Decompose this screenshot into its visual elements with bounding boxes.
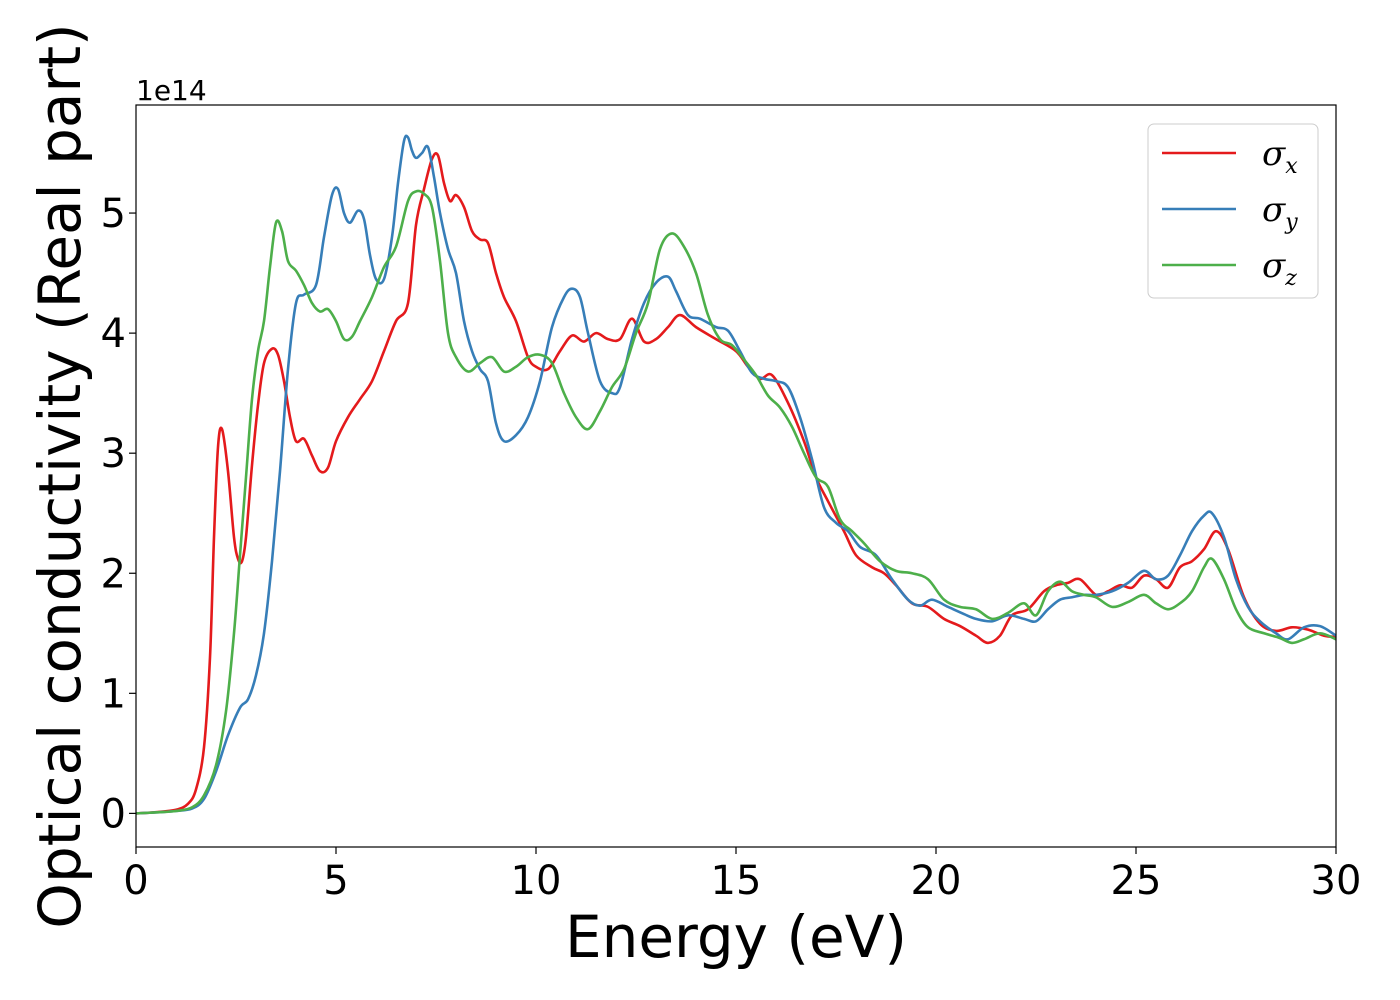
y-tick-label: 3 xyxy=(101,431,126,477)
series-line-sigma-z xyxy=(135,189,1337,815)
x-tick-label: 30 xyxy=(1311,858,1362,904)
legend-label-sigma-y: σy xyxy=(1262,190,1298,235)
y-tick-label: 2 xyxy=(101,551,126,597)
y-tick-label: 5 xyxy=(101,191,126,237)
plot-curves xyxy=(135,134,1337,815)
y-tick-label: 1 xyxy=(101,671,126,717)
x-axis-ticks: 0 5 10 15 20 25 30 xyxy=(123,847,1361,904)
x-tick-label: 15 xyxy=(711,858,762,904)
x-tick-label: 20 xyxy=(911,858,962,904)
y-axis-title: Optical conductivity (Real part) xyxy=(26,23,94,928)
y-axis-ticks: 0 1 2 3 4 5 xyxy=(101,191,136,837)
x-tick-label: 0 xyxy=(123,858,148,904)
legend-box xyxy=(1147,123,1319,299)
x-tick-label: 10 xyxy=(511,858,562,904)
legend-label-sigma-x: σx xyxy=(1262,134,1298,179)
y-axis-offset-text: 1e14 xyxy=(136,74,207,107)
legend-label-sigma-z: σz xyxy=(1262,246,1297,291)
x-tick-label: 5 xyxy=(323,858,348,904)
legend: σx σy σz xyxy=(1147,123,1319,299)
x-tick-label: 25 xyxy=(1111,858,1162,904)
y-tick-label: 0 xyxy=(101,791,126,837)
y-tick-label: 4 xyxy=(101,311,126,357)
x-axis-title: Energy (eV) xyxy=(565,903,907,971)
